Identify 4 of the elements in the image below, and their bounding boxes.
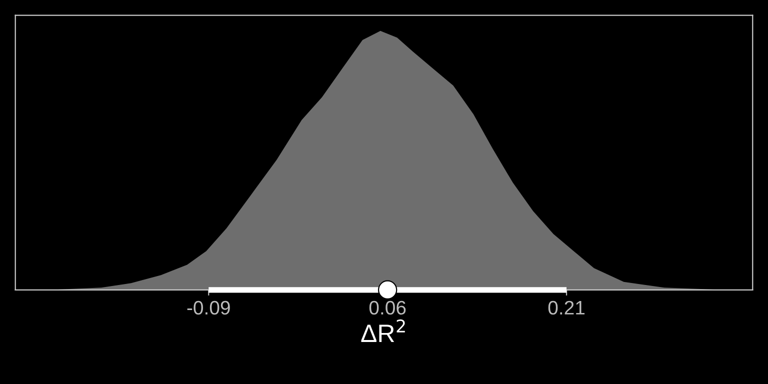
x-tick-label: 0.06	[369, 300, 406, 315]
x-tick-label: -0.09	[187, 300, 230, 315]
x-tick-label: 0.21	[548, 300, 585, 315]
x-axis-title: ΔR$^{2}$	[361, 319, 405, 342]
